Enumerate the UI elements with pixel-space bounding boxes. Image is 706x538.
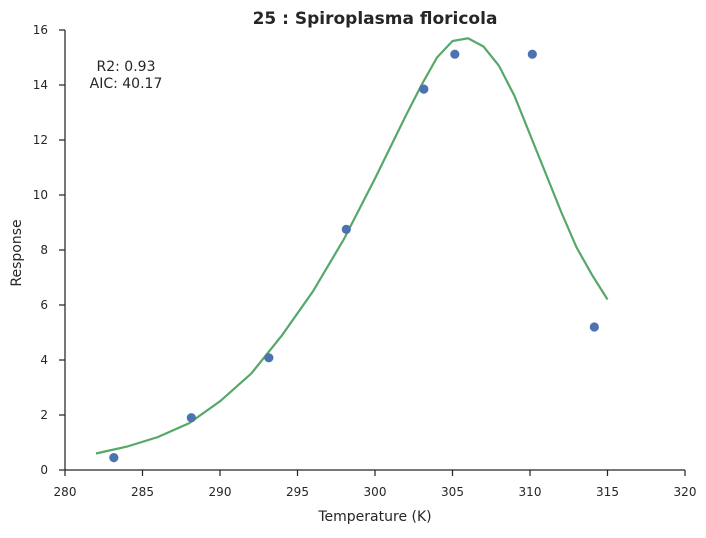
y-tick-label: 16	[33, 23, 48, 37]
x-tick-label: 320	[674, 485, 697, 499]
axes	[64, 30, 685, 471]
y-tick-label: 14	[33, 78, 48, 92]
aic-annotation: AIC: 40.17	[90, 76, 163, 92]
y-tick-label: 2	[40, 408, 48, 422]
data-point	[109, 453, 119, 463]
y-tick-label: 6	[40, 298, 48, 312]
chart-title: 25 : Spiroplasma floricola	[253, 9, 498, 29]
data-point	[450, 49, 460, 59]
x-tick-label: 315	[596, 485, 619, 499]
y-tick-label: 8	[40, 243, 48, 257]
x-tick-label: 300	[364, 485, 387, 499]
x-tick-label: 285	[131, 485, 154, 499]
data-point	[341, 224, 351, 234]
fit-curve	[95, 37, 609, 455]
y-tick-label: 4	[40, 353, 48, 367]
x-tick-label: 295	[286, 485, 309, 499]
data-points	[109, 49, 599, 463]
tick-marks: 280 285 290 295 300 305 310 315 320 0 2 4 6 8 10 12 14 16	[33, 23, 697, 499]
y-tick-label: 12	[33, 133, 48, 147]
x-tick-label: 305	[441, 485, 464, 499]
x-tick-label: 290	[209, 485, 232, 499]
data-point	[527, 49, 537, 59]
y-tick-label: 0	[40, 463, 48, 477]
data-point	[419, 84, 429, 94]
data-point	[264, 353, 274, 363]
x-tick-label: 310	[519, 485, 542, 499]
y-tick-label: 10	[33, 188, 48, 202]
data-point	[589, 322, 599, 332]
r2-annotation: R2: 0.93	[97, 59, 156, 75]
data-point	[186, 413, 196, 423]
y-axis-label: Response	[9, 219, 25, 286]
x-tick-label: 280	[54, 485, 77, 499]
x-axis-label: Temperature (K)	[317, 509, 431, 525]
